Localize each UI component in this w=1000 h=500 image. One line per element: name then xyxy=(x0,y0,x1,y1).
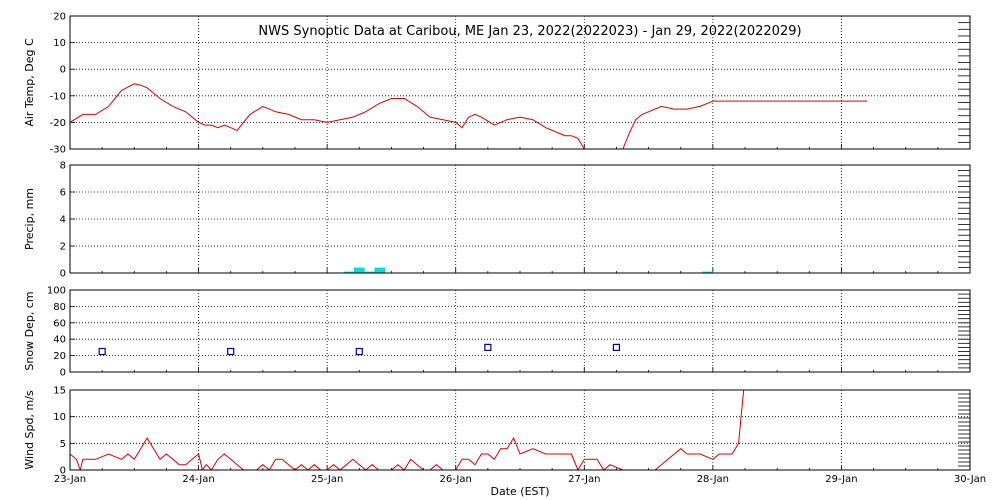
y-tick-label: 0 xyxy=(60,65,66,76)
y-axis-title-temp: Air Temp, Deg C xyxy=(23,38,36,127)
data-precip xyxy=(343,267,714,273)
y-axis-title-snow: Snow Dep, cm xyxy=(23,291,36,370)
frame-temp xyxy=(69,15,971,150)
precip-bar xyxy=(353,267,365,273)
y-tick-label: 2 xyxy=(60,242,66,253)
y-tick-label: -20 xyxy=(50,118,66,129)
precip-bar xyxy=(343,271,355,273)
y-tick-label: 40 xyxy=(53,335,66,346)
y-tick-label: 4 xyxy=(60,215,66,226)
panels-group: -30 -20 -10 0 10 20 Air Temp, Deg C 0 2 4 6 8 Precip… xyxy=(23,12,971,477)
x-tick-label: 27-Jan xyxy=(568,474,600,485)
frame-snow xyxy=(69,289,971,373)
y-tick-label: 10 xyxy=(53,412,66,423)
frame-precip xyxy=(69,164,971,274)
panel-precip: 0 2 4 6 8 Precip, mm xyxy=(23,161,971,280)
data-snow xyxy=(98,343,621,356)
grid-wind xyxy=(70,390,970,470)
chart-title: NWS Synoptic Data at Caribou, ME Jan 23,… xyxy=(258,24,801,39)
y-axis-title-wind: Wind Spd, m/s xyxy=(23,390,36,470)
y-tick-label: 0 xyxy=(60,368,66,379)
y-tick-label: 60 xyxy=(53,318,66,329)
snow-point xyxy=(227,347,235,356)
x-tick-label: 23-Jan xyxy=(54,474,86,485)
snow-point xyxy=(612,343,621,351)
y-tick-label: 10 xyxy=(53,38,66,49)
y-tick-label: 5 xyxy=(60,439,66,450)
ticks-temp xyxy=(69,15,971,150)
precip-bar xyxy=(364,271,375,273)
x-tick-label: 25-Jan xyxy=(311,474,343,485)
ticks-wind xyxy=(69,389,971,471)
x-tick-label: 30-Jan xyxy=(954,474,986,485)
grid-snow xyxy=(70,290,970,372)
precip-bar xyxy=(374,267,386,273)
x-tick-label: 26-Jan xyxy=(440,474,472,485)
grid-temp xyxy=(70,16,970,149)
x-tick-label: 28-Jan xyxy=(697,474,729,485)
y-tick-label: -30 xyxy=(50,145,66,156)
precip-bar xyxy=(702,271,714,273)
temp-series-line xyxy=(70,83,868,149)
wind-series-line xyxy=(70,390,745,470)
x-tick-label: 29-Jan xyxy=(825,474,857,485)
ticks-snow xyxy=(69,289,971,373)
panel-wind: 0 5 10 15 Wind Spd, m/s xyxy=(23,386,971,477)
x-axis-title: Date (EST) xyxy=(490,485,549,498)
y-tick-label: 100 xyxy=(47,286,66,297)
data-wind xyxy=(70,390,745,470)
y-tick-label: 8 xyxy=(60,161,66,172)
y-tick-label: -10 xyxy=(50,91,66,102)
y-tick-label: 0 xyxy=(60,466,66,477)
snow-point xyxy=(355,347,363,356)
frame-wind xyxy=(69,389,971,471)
snow-point xyxy=(484,343,492,351)
y-axis-title-precip: Precip, mm xyxy=(23,188,36,250)
x-tick-label: 24-Jan xyxy=(182,474,214,485)
x-tick-labels: 23-Jan 24-Jan 25-Jan 26-Jan 27-Jan 28-Jan 29-J… xyxy=(54,474,986,485)
data-temp xyxy=(70,83,868,149)
y-tick-label: 20 xyxy=(53,12,66,23)
y-tick-label: 15 xyxy=(53,386,66,397)
y-tick-label: 20 xyxy=(53,351,66,362)
y-tick-label: 80 xyxy=(53,302,66,313)
y-tick-label: 0 xyxy=(60,269,66,280)
panel-temp: -30 -20 -10 0 10 20 Air Temp, Deg C xyxy=(23,12,971,156)
grid-precip xyxy=(70,165,970,273)
snow-point xyxy=(98,347,106,356)
y-tick-label: 6 xyxy=(60,188,66,199)
panel-snow: 0 20 40 60 80 100 Snow Dep, cm xyxy=(23,286,971,379)
